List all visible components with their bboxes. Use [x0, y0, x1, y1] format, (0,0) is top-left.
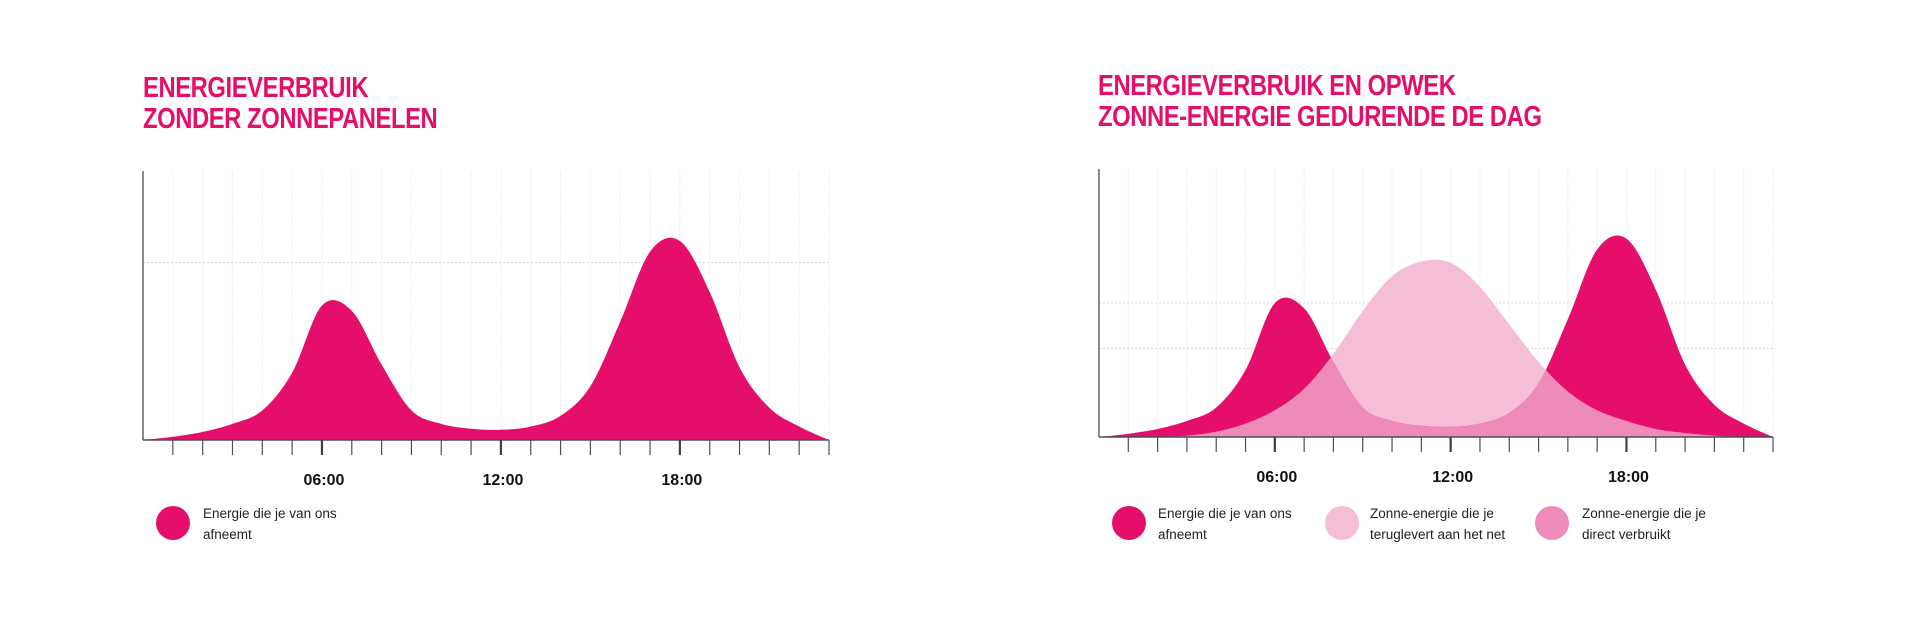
legend-label-line: Energie die je van ons — [1158, 506, 1292, 521]
axes: 06:00 12:00 18:00 — [142, 171, 830, 489]
legend-label-line: direct verbruikt — [1582, 527, 1671, 542]
legend-swatch-consumption — [156, 506, 190, 540]
x-tick-label: 18:00 — [661, 472, 702, 489]
x-tick-label: 06:00 — [1256, 469, 1297, 486]
legend-label-line: Zonne-energie die je — [1582, 506, 1706, 521]
area-consumption — [1099, 235, 1773, 437]
legend-label-line: teruglevert aan het net — [1370, 527, 1506, 542]
chart-title: ENERGIEVERBRUIK ZONDER ZONNEPANELEN — [143, 72, 438, 135]
chart-title-line-1: ENERGIEVERBRUIK EN OPWEK — [1098, 70, 1456, 102]
legend-item-consumption: Energie die je van ons afneemt — [1112, 500, 1312, 546]
legend-label: Zonne-energie die je direct verbruikt — [1582, 503, 1706, 545]
x-tick-label: 18:00 — [1608, 469, 1649, 486]
area-consumption — [143, 237, 829, 440]
chart-title-line-2: ZONNE-ENERGIE GEDURENDE DE DAG — [1098, 101, 1542, 133]
area-series — [1099, 235, 1773, 437]
legend-swatch-consumption — [1112, 506, 1146, 540]
area-chart: 06:00 12:00 18:00 — [142, 171, 830, 489]
legend-swatch-solar-direct — [1535, 506, 1569, 540]
chart-panel-without-solar: ENERGIEVERBRUIK ZONDER ZONNEPANELEN 06:0… — [142, 72, 830, 546]
x-tick-label: 12:00 — [482, 472, 523, 489]
legend-label-line: Energie die je van ons — [203, 506, 337, 521]
area-solar-direct — [1099, 357, 1773, 437]
legend-label-line: afneemt — [203, 527, 252, 542]
legend-swatch-solar-returned — [1325, 506, 1359, 540]
legend-label-line: Zonne-energie die je — [1370, 506, 1494, 521]
legend-label: Energie die je van ons afneemt — [203, 503, 337, 545]
legend-label-line: afneemt — [1158, 527, 1207, 542]
legend-label: Zonne-energie die je teruglevert aan het… — [1370, 503, 1505, 545]
legend-item-solar-direct: Zonne-energie die je direct verbruikt — [1535, 500, 1735, 546]
area-solar-returned — [1099, 259, 1773, 437]
area-series — [143, 237, 829, 440]
x-tick-label: 06:00 — [303, 472, 344, 489]
axes: 06:00 12:00 18:00 — [1098, 169, 1774, 486]
x-tick-label: 12:00 — [1432, 469, 1473, 486]
legend-item-solar-returned: Zonne-energie die je teruglevert aan het… — [1325, 500, 1525, 546]
legend-item-consumption: Energie die je van ons afneemt — [156, 500, 376, 546]
chart-title-line-1: ENERGIEVERBRUIK — [143, 72, 369, 104]
chart-title: ENERGIEVERBRUIK EN OPWEK ZONNE-ENERGIE G… — [1098, 71, 1542, 133]
chart-title-line-2: ZONDER ZONNEPANELEN — [143, 103, 438, 135]
legend-label: Energie die je van ons afneemt — [1158, 503, 1292, 545]
